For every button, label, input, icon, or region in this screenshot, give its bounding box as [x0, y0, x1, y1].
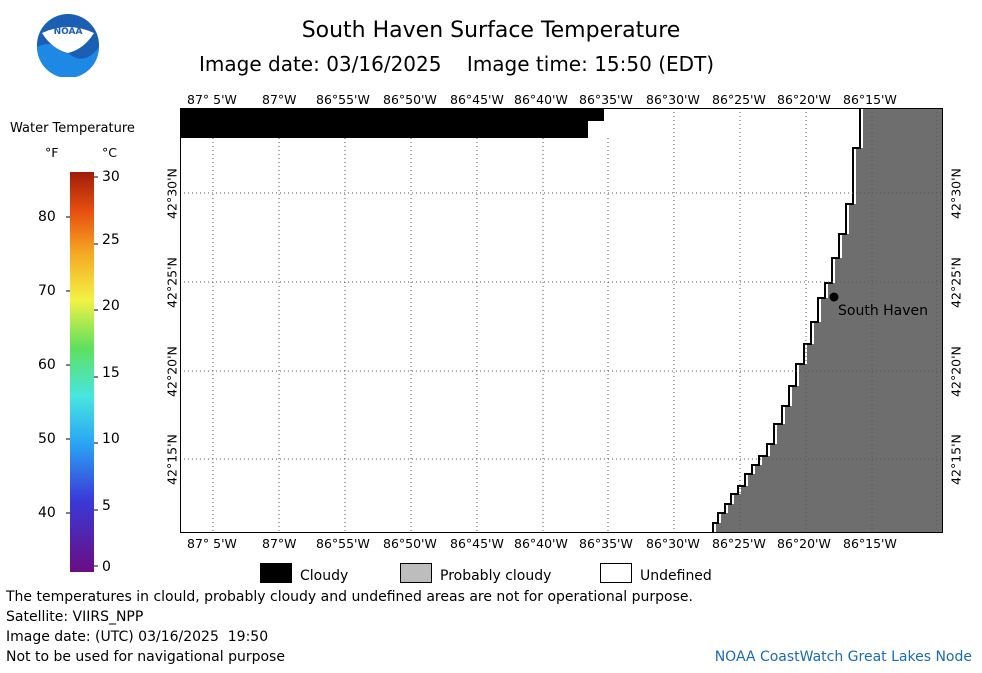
lon-label-bottom: 86°20'W — [777, 536, 831, 551]
legend-swatch-cloudy — [260, 563, 292, 583]
colorbar-f-tick: 80 — [38, 209, 56, 225]
legend-label-undefined: Undefined — [640, 568, 712, 584]
footer-utc-date: Image date: (UTC) 03/16/2025 19:50 — [6, 629, 269, 645]
colorbar-c-tick: 30 — [102, 169, 120, 185]
land-area — [716, 108, 943, 533]
lon-label-bottom: 86°40'W — [514, 536, 568, 551]
logo-text: NOAA — [54, 27, 83, 37]
lon-label-top: 86°40'W — [514, 92, 568, 107]
page-title: South Haven Surface Temperature — [301, 18, 681, 43]
lon-label-top: 86°30'W — [646, 92, 700, 107]
lat-label-right: 42°25'N — [948, 257, 964, 308]
lat-label-right: 42°15'N — [948, 434, 964, 485]
image-date: 03/16/2025 — [326, 52, 442, 76]
colorbar-title: Water Temperature — [10, 121, 135, 136]
footer-credit: NOAA CoastWatch Great Lakes Node — [714, 649, 972, 665]
legend-label-cloudy: Cloudy — [300, 568, 349, 584]
colorbar-c-tick: 0 — [102, 559, 111, 575]
colorbar-unit-c: °C — [102, 145, 117, 160]
footer-disclaimer: The temperatures in clould, probably clo… — [6, 589, 693, 605]
colorbar-c-tick: 20 — [102, 298, 120, 314]
legend-swatch-probably-cloudy — [400, 563, 432, 583]
map — [180, 108, 943, 533]
cloud-area — [180, 108, 604, 138]
lat-label-left: 42°20'N — [164, 346, 180, 397]
image-time-label: Image time: — [466, 52, 588, 76]
colorbar-f-tick: 50 — [38, 431, 56, 447]
colorbar-ticks — [66, 176, 98, 567]
lon-label-top: 86°25'W — [712, 92, 766, 107]
lon-label-top: 86°15'W — [843, 92, 897, 107]
graticule — [180, 108, 943, 533]
colorbar-f-tick: 40 — [38, 505, 56, 521]
lon-label-top: 86°45'W — [450, 92, 504, 107]
lat-label-left: 42°25'N — [164, 257, 180, 308]
place-label-south-haven: South Haven — [838, 303, 929, 319]
lon-label-top: 87° 5'W — [187, 92, 237, 107]
lon-label-bottom: 86°30'W — [646, 536, 700, 551]
lon-label-bottom: 86°50'W — [383, 536, 437, 551]
lon-label-bottom: 86°35'W — [579, 536, 633, 551]
lon-label-top: 86°55'W — [316, 92, 370, 107]
lon-label-bottom: 86°15'W — [843, 536, 897, 551]
noaa-logo: NOAA — [37, 14, 99, 77]
colorbar-unit-f: °F — [45, 145, 59, 160]
colorbar-f-tick: 70 — [38, 283, 56, 299]
lon-label-top: 86°20'W — [777, 92, 831, 107]
colorbar-c-tick: 5 — [102, 498, 111, 514]
footer-satellite: Satellite: VIIRS_NPP — [6, 609, 144, 625]
legend-label-probably-cloudy: Probably cloudy — [440, 568, 552, 584]
legend-swatch-undefined — [600, 563, 632, 583]
lat-label-right: 42°20'N — [948, 346, 964, 397]
coastline — [712, 108, 861, 533]
colorbar-c-tick: 10 — [102, 431, 120, 447]
footer-navigation-warning: Not to be used for navigational purpose — [6, 649, 285, 665]
lon-label-bottom: 86°25'W — [712, 536, 766, 551]
south-haven-marker — [829, 292, 839, 302]
colorbar-c-tick: 15 — [102, 365, 120, 381]
lat-label-left: 42°15'N — [164, 434, 180, 485]
lon-label-bottom: 86°55'W — [316, 536, 370, 551]
lat-label-left: 42°30'N — [164, 168, 180, 219]
colorbar-c-tick: 25 — [102, 232, 120, 248]
lon-label-bottom: 87° 5'W — [187, 536, 237, 551]
lat-label-right: 42°30'N — [948, 168, 964, 219]
lon-label-top: 87°W — [262, 92, 297, 107]
image-time: 15:50 (EDT) — [594, 52, 715, 76]
image-date-label: Image date: — [199, 52, 320, 76]
colorbar — [70, 172, 94, 572]
lon-label-bottom: 86°45'W — [450, 536, 504, 551]
lon-label-bottom: 87°W — [262, 536, 297, 551]
image-date-time: Image date: 03/16/2025 Image time: 15:50… — [199, 52, 714, 76]
lon-label-top: 86°35'W — [579, 92, 633, 107]
colorbar-f-tick: 60 — [38, 357, 56, 373]
lon-label-top: 86°50'W — [383, 92, 437, 107]
